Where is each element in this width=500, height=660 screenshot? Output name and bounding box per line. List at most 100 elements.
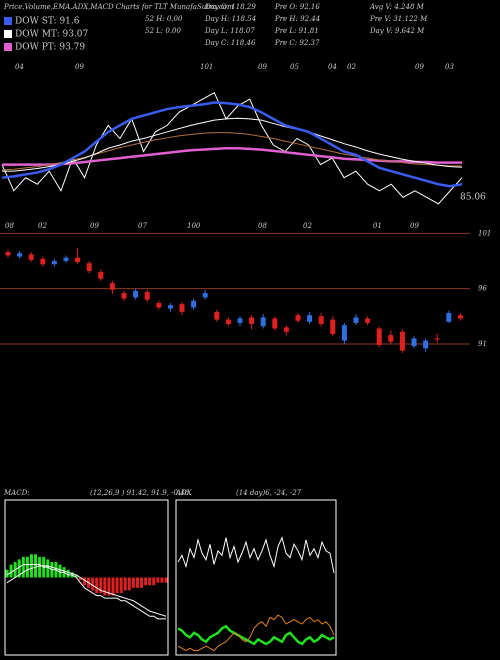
title: Price,Volume,EMA,ADX,MACD Charts for TLT…	[3, 3, 234, 11]
line	[1, 132, 462, 171]
candle-body	[86, 263, 92, 271]
histogram-bar	[152, 577, 156, 586]
candle-body	[191, 300, 197, 308]
signal-line	[6, 565, 167, 617]
stat: 52 H: 0.00	[145, 15, 183, 23]
histogram-bar	[5, 569, 9, 578]
candle-body	[272, 318, 278, 329]
histogram-bar	[115, 577, 119, 593]
candle-body	[179, 304, 185, 312]
candle-body	[283, 327, 289, 332]
histogram-bar	[95, 577, 99, 593]
date-label: 09	[75, 63, 84, 71]
legend-label: DOW ST: 91.6	[15, 17, 80, 27]
histogram-bar	[9, 564, 13, 578]
candle-body	[167, 305, 173, 309]
candle-body	[330, 319, 336, 334]
histogram-bar	[66, 569, 70, 578]
candle-body	[446, 312, 452, 322]
panel-params: (12,26,9 ) 91.42, 91.9, -0.48	[90, 489, 190, 497]
candle-body	[457, 315, 463, 319]
date-label: 09	[90, 222, 99, 230]
candle-body	[249, 317, 255, 325]
stat: Pre O: 92.16	[274, 3, 320, 11]
legend-swatch	[4, 30, 12, 38]
candle-body	[341, 325, 347, 341]
y-tick-label: 101	[478, 229, 491, 237]
candle-body	[17, 253, 23, 257]
histogram-bar	[156, 577, 160, 583]
histogram-bar	[103, 577, 107, 596]
y-tick-label: 96	[478, 285, 487, 293]
date-label: 09	[258, 63, 267, 71]
stat: Pre H: 92.44	[274, 15, 320, 23]
histogram-bar	[131, 577, 135, 588]
candle-body	[307, 315, 313, 322]
histogram-bar	[127, 577, 131, 591]
histogram-bar	[58, 564, 62, 578]
candle-body	[75, 257, 81, 263]
macd-line	[6, 564, 166, 620]
date-label: 101	[200, 63, 213, 71]
stat: 52 L: 0.00	[145, 27, 181, 35]
candle-body	[40, 258, 46, 265]
date-label: 09	[410, 222, 419, 230]
line	[177, 614, 335, 652]
histogram-bar	[144, 577, 148, 586]
histogram-bar	[82, 577, 86, 586]
line	[1, 91, 463, 205]
candle-body	[434, 338, 440, 340]
stat: Day H: 118.54	[204, 15, 256, 23]
candle-body	[133, 290, 139, 298]
candle-body	[411, 338, 417, 347]
histogram-bar	[38, 556, 42, 578]
legend-label: DOW MT: 93.07	[15, 30, 89, 40]
legend-swatch	[4, 43, 12, 51]
panel-frame	[4, 499, 169, 656]
histogram-bar	[123, 577, 127, 591]
candle-body	[353, 317, 359, 323]
date-label: 05	[290, 63, 299, 71]
date-label: 08	[5, 222, 14, 230]
candle-body	[260, 317, 266, 327]
date-label: 04	[328, 63, 337, 71]
histogram-bar	[160, 577, 164, 583]
histogram-bar	[25, 556, 29, 578]
histogram-bar	[140, 577, 144, 588]
line	[177, 536, 335, 574]
candle-body	[109, 283, 115, 290]
candle-body	[28, 254, 34, 260]
stat: Pre C: 92.37	[274, 39, 320, 47]
candle-body	[318, 316, 324, 325]
stat: Pre L: 91.81	[274, 27, 319, 35]
date-label: 03	[445, 63, 454, 71]
price-label: 85.06	[460, 193, 486, 203]
histogram-bar	[119, 577, 123, 593]
panel-params: (14 day)6, -24, -27	[236, 489, 302, 497]
candle-body	[202, 293, 208, 298]
legend-swatch	[4, 17, 12, 25]
candle-body	[98, 272, 104, 279]
date-label: 04	[15, 63, 24, 71]
stat: Day O: 118.29	[204, 3, 256, 11]
line	[177, 624, 335, 646]
panel-label: MACD:	[3, 489, 30, 497]
histogram-bar	[21, 556, 25, 578]
candle-body	[388, 335, 394, 342]
stat: Day C: 118.46	[204, 39, 256, 47]
candle-body	[225, 319, 231, 325]
stat: Day L: 118.07	[204, 27, 255, 35]
panel-frame	[175, 499, 337, 656]
histogram-bar	[78, 577, 82, 581]
histogram-bar	[34, 554, 38, 578]
candle-body	[423, 340, 429, 349]
candle-body	[121, 293, 127, 299]
date-label: 07	[138, 222, 147, 230]
histogram-bar	[99, 577, 103, 593]
candle-body	[5, 252, 11, 256]
candle-body	[295, 315, 301, 321]
candle-body	[51, 260, 57, 265]
date-label: 02	[347, 63, 356, 71]
histogram-bar	[111, 577, 115, 596]
histogram-bar	[148, 577, 152, 586]
